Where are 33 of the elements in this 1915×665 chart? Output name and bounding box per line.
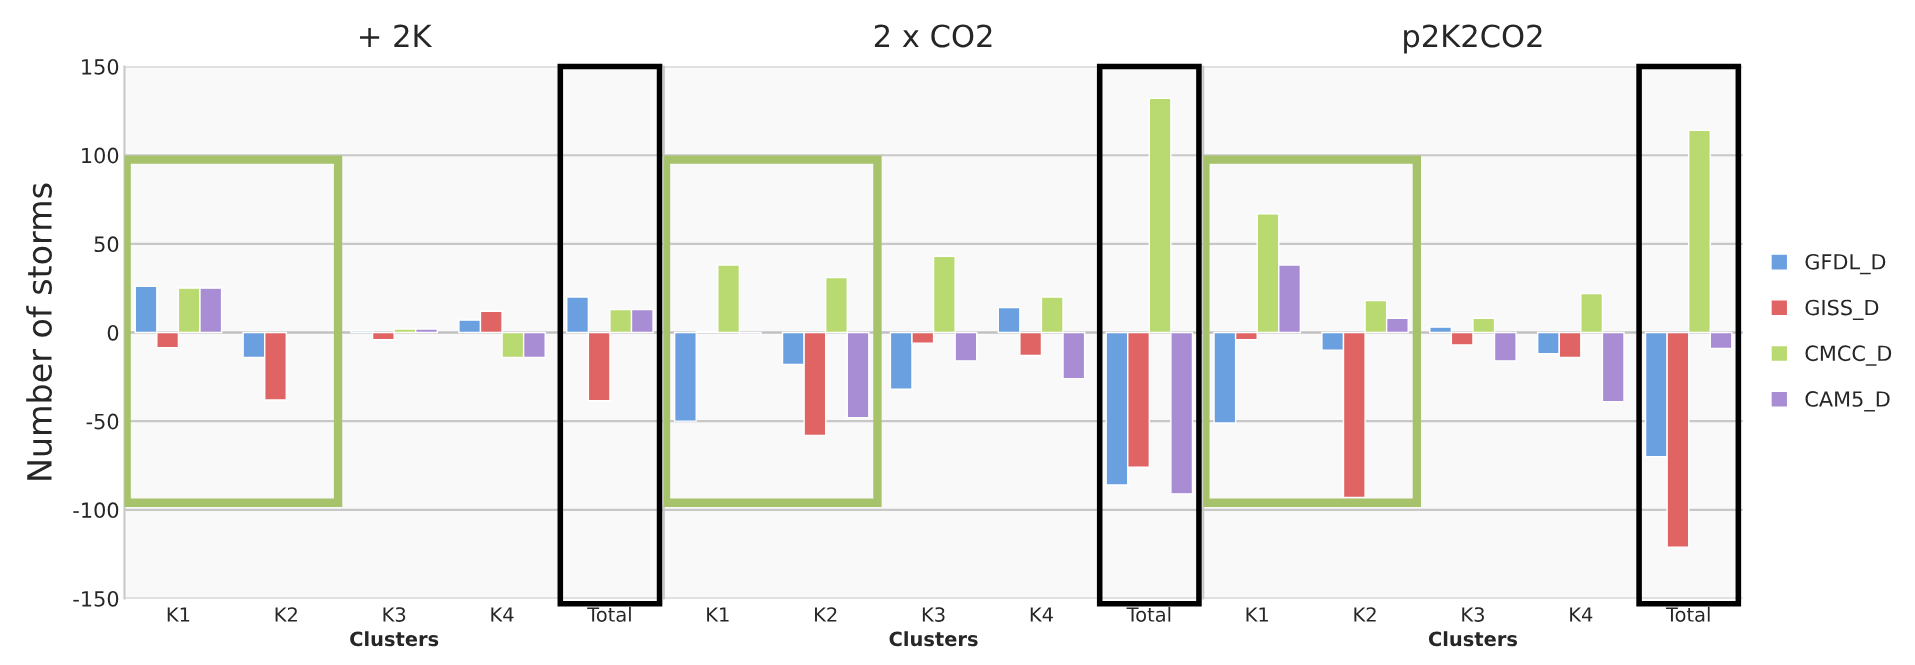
- legend-label: GFDL_D: [1805, 253, 1886, 275]
- y-tick-label: 0: [107, 324, 119, 341]
- x-tick-label: Total: [1126, 606, 1171, 622]
- x-tick-label: K4: [491, 607, 514, 622]
- y-tick-label: -150: [73, 590, 119, 607]
- x-tick-label: Total: [1665, 606, 1710, 622]
- y-tick-label: 150: [82, 58, 119, 75]
- y-tick-label: 50: [94, 236, 119, 253]
- chart-title: + 2K: [360, 24, 433, 48]
- x-tick-label: K2: [815, 607, 837, 622]
- x-tick-label: K4: [1570, 607, 1593, 622]
- x-axis-title: Clusters: [350, 631, 439, 647]
- x-tick-label: K3: [922, 607, 945, 622]
- x-tick-label: K1: [1246, 607, 1268, 622]
- x-tick-label: Total: [587, 606, 631, 622]
- x-tick-label: K4: [1030, 607, 1053, 622]
- x-tick-label: K1: [167, 607, 190, 622]
- legend-label: GISS_D: [1805, 299, 1879, 320]
- y-tick-label: -100: [73, 502, 119, 519]
- legend-label: CAM5_D: [1805, 391, 1890, 412]
- x-tick-label: K1: [707, 607, 729, 622]
- y-axis-title: Number of storms: [26, 183, 52, 480]
- chart-title: 2 x CO2: [874, 24, 992, 48]
- x-tick-label: K2: [1354, 607, 1376, 622]
- x-axis-title: Clusters: [1428, 631, 1518, 647]
- x-axis-title: Clusters: [889, 631, 978, 647]
- x-tick-label: K3: [383, 607, 406, 622]
- x-tick-label: K2: [275, 607, 297, 622]
- x-tick-label: K3: [1462, 607, 1484, 622]
- y-tick-label: 100: [82, 147, 119, 164]
- legend-label: CMCC_D: [1805, 345, 1892, 366]
- y-tick-label: -50: [86, 413, 119, 430]
- chart-title: p2K2CO2: [1404, 24, 1542, 54]
